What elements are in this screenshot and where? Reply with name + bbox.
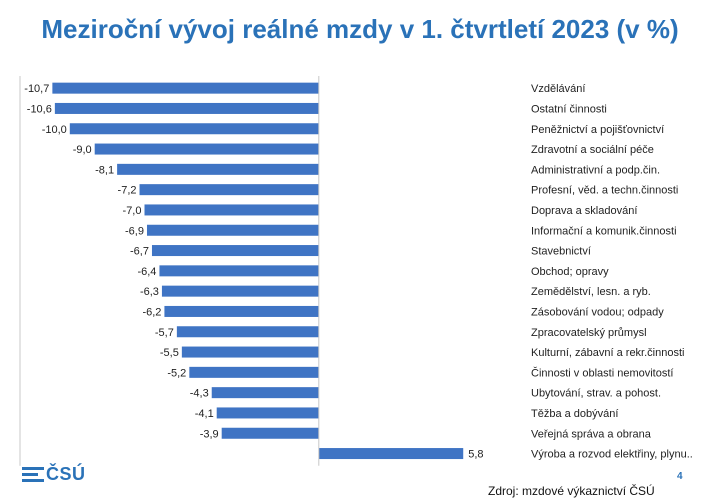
category-label: Výroba a rozvod elektřiny, plynu.. [531, 449, 693, 461]
bar [181, 346, 319, 358]
data-label: -3,9 [200, 428, 219, 440]
category-label: Vzdělávání [531, 83, 585, 95]
bar [144, 204, 319, 216]
data-label: -10,7 [24, 83, 49, 95]
bar [69, 123, 319, 135]
bar [318, 448, 464, 460]
bar [164, 305, 319, 317]
category-label: Těžba a dobývání [531, 408, 618, 420]
data-label: -4,1 [195, 408, 214, 420]
bar [221, 427, 319, 439]
category-label: Zásobování vodou; odpady [531, 306, 664, 318]
bar [176, 326, 319, 338]
bar [54, 102, 319, 114]
data-label: -6,3 [140, 286, 159, 298]
category-label: Ostatní činnosti [531, 103, 607, 115]
bar [216, 407, 319, 419]
category-label: Veřejná správa a obrana [531, 428, 652, 440]
data-label: -6,4 [137, 266, 156, 278]
data-label: -6,2 [142, 306, 161, 318]
bar [159, 265, 319, 277]
chart-title: Meziroční vývoj reálné mzdy v 1. čtvrtle… [41, 14, 679, 44]
bar [189, 366, 319, 378]
data-label: -7,0 [123, 205, 142, 217]
data-label: -5,5 [160, 347, 179, 359]
bar [139, 184, 319, 196]
data-label: -6,7 [130, 246, 149, 258]
bar [151, 245, 319, 257]
bar [94, 143, 319, 155]
category-label: Peněžnictví a pojišťovnictví [531, 124, 664, 136]
category-label: Činnosti v oblasti nemovitostí [531, 366, 673, 379]
category-label: Kulturní, zábavní a rekr.činnosti [531, 347, 684, 359]
data-label: -5,2 [167, 367, 186, 379]
page-number: 4 [677, 471, 683, 482]
logo-text: ČSÚ [46, 463, 86, 484]
category-label: Zdravotní a sociální péče [531, 144, 654, 156]
bar [211, 387, 319, 399]
bar [117, 163, 319, 175]
category-label: Administrativní a podp.čin. [531, 164, 660, 176]
logo-lines-icon [22, 466, 44, 482]
category-label: Obchod; opravy [531, 266, 609, 278]
bar [146, 224, 319, 236]
category-label: Zemědělství, lesn. a ryb. [531, 286, 651, 298]
data-label: -10,6 [27, 103, 52, 115]
data-label: -7,2 [118, 185, 137, 197]
category-label: Profesní, věd. a techn.činnosti [531, 185, 678, 197]
category-label: Stavebnictví [531, 246, 591, 258]
data-label: -5,7 [155, 327, 174, 339]
category-label: Zpracovatelský průmysl [531, 327, 647, 339]
data-label: -9,0 [73, 144, 92, 156]
bar [161, 285, 319, 297]
category-label: Informační a komunik.činnosti [531, 225, 677, 237]
data-label: -8,1 [95, 164, 114, 176]
data-label: -10,0 [42, 124, 67, 136]
data-label: -6,9 [125, 225, 144, 237]
data-label: 5,8 [468, 449, 483, 461]
bar [52, 82, 319, 94]
source-note: Zdroj: mzdové výkaznictví ČSÚ [488, 484, 655, 498]
csu-logo: ČSÚ [22, 463, 86, 485]
data-label: -4,3 [190, 388, 209, 400]
category-label: Ubytování, strav. a pohost. [531, 388, 661, 400]
category-label: Doprava a skladování [531, 205, 637, 217]
